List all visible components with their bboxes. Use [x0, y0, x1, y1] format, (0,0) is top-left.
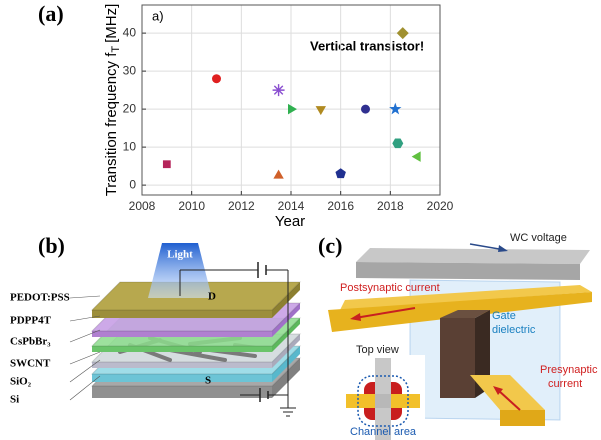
current-arrow	[497, 389, 521, 411]
channel-label: Channel area	[350, 426, 417, 438]
layer-side	[272, 282, 300, 318]
layer-label: PEDOT:PSS	[10, 292, 70, 304]
y-tick-label: 20	[123, 101, 137, 115]
pre-bar-top	[470, 375, 545, 410]
point	[273, 169, 284, 179]
source-label: S	[205, 375, 211, 387]
layer-label: Si	[10, 394, 19, 406]
wc-label: WC voltage	[510, 232, 567, 244]
x-axis-label: Year	[275, 213, 305, 230]
point	[396, 27, 409, 40]
y-axis-label: Transition frequency fT [MHz]	[103, 4, 122, 197]
light-label: Light	[167, 249, 193, 261]
arrow-head	[498, 245, 508, 252]
post-label: Postsynaptic current	[340, 282, 440, 294]
layer-front	[92, 374, 272, 382]
layer-label: SiO₂	[10, 376, 32, 388]
layer-label: SWCNT	[10, 358, 51, 370]
cube-top	[440, 310, 490, 318]
topview-label: Top view	[356, 344, 399, 356]
point	[288, 103, 297, 115]
arrow-head	[350, 313, 361, 321]
point	[392, 138, 404, 149]
arrow-head	[493, 386, 503, 395]
plot-frame	[141, 4, 441, 196]
layer-side	[272, 346, 300, 382]
point	[315, 106, 326, 116]
point	[389, 102, 402, 115]
y-label-text: Transition frequency f	[103, 52, 120, 197]
panel-label: (b)	[38, 233, 65, 258]
layer-side	[272, 318, 300, 352]
gate-label: dielectric	[492, 324, 536, 336]
x-tick-label: 2018	[377, 199, 404, 213]
panel-label: (c)	[318, 233, 342, 258]
leader-line	[69, 329, 101, 343]
y-tick-label: 30	[123, 63, 137, 77]
point	[212, 74, 221, 84]
x-tick-label: 2008	[129, 199, 156, 213]
point	[272, 84, 285, 97]
layer-side	[272, 358, 300, 398]
x-tick-label: 2010	[178, 199, 205, 213]
y-tick-label: 40	[123, 25, 137, 39]
layer-front	[92, 386, 272, 398]
y-label-unit: [MHz]	[103, 4, 120, 43]
point	[411, 151, 421, 162]
y-label-sub: T	[110, 46, 122, 53]
y-tick-label: 10	[123, 139, 137, 153]
x-tick-label: 2016	[327, 199, 354, 213]
layer-front	[92, 331, 272, 337]
y-tick-label: 0	[129, 177, 136, 191]
inset-label: a)	[152, 8, 164, 23]
layer-front	[92, 310, 272, 318]
wc-bar-front	[356, 262, 580, 280]
leader-line	[69, 315, 101, 322]
point	[361, 104, 370, 114]
x-tick-label: 2020	[427, 199, 454, 213]
layer-side	[272, 303, 300, 337]
x-tick-label: 2014	[278, 199, 305, 213]
point	[335, 168, 346, 179]
leader-line	[69, 351, 101, 365]
layer-label: CsPbBr₃	[10, 336, 51, 348]
leader-line	[69, 375, 101, 401]
layer-side	[272, 334, 300, 368]
pre-bar-front	[500, 410, 545, 426]
leader-line	[69, 359, 101, 383]
post-bar-top	[340, 285, 592, 310]
topview-channel	[375, 394, 391, 408]
cube-front	[440, 318, 475, 398]
pre-label: current	[548, 378, 582, 390]
pre-label: Presynaptic	[540, 364, 598, 376]
layer-label: PDPP4T	[10, 315, 52, 327]
drain-label: D	[208, 291, 216, 303]
leader-line	[69, 295, 101, 299]
gate-label: Gate	[492, 310, 516, 322]
current-arrow	[354, 307, 416, 319]
point	[162, 160, 171, 169]
panel-label: (a)	[38, 1, 64, 26]
x-tick-label: 2012	[228, 199, 255, 213]
layer-front	[92, 346, 272, 352]
wc-bar-top	[356, 248, 590, 264]
annotation: Vertical transistor!	[310, 38, 424, 53]
layer-front	[92, 362, 272, 368]
